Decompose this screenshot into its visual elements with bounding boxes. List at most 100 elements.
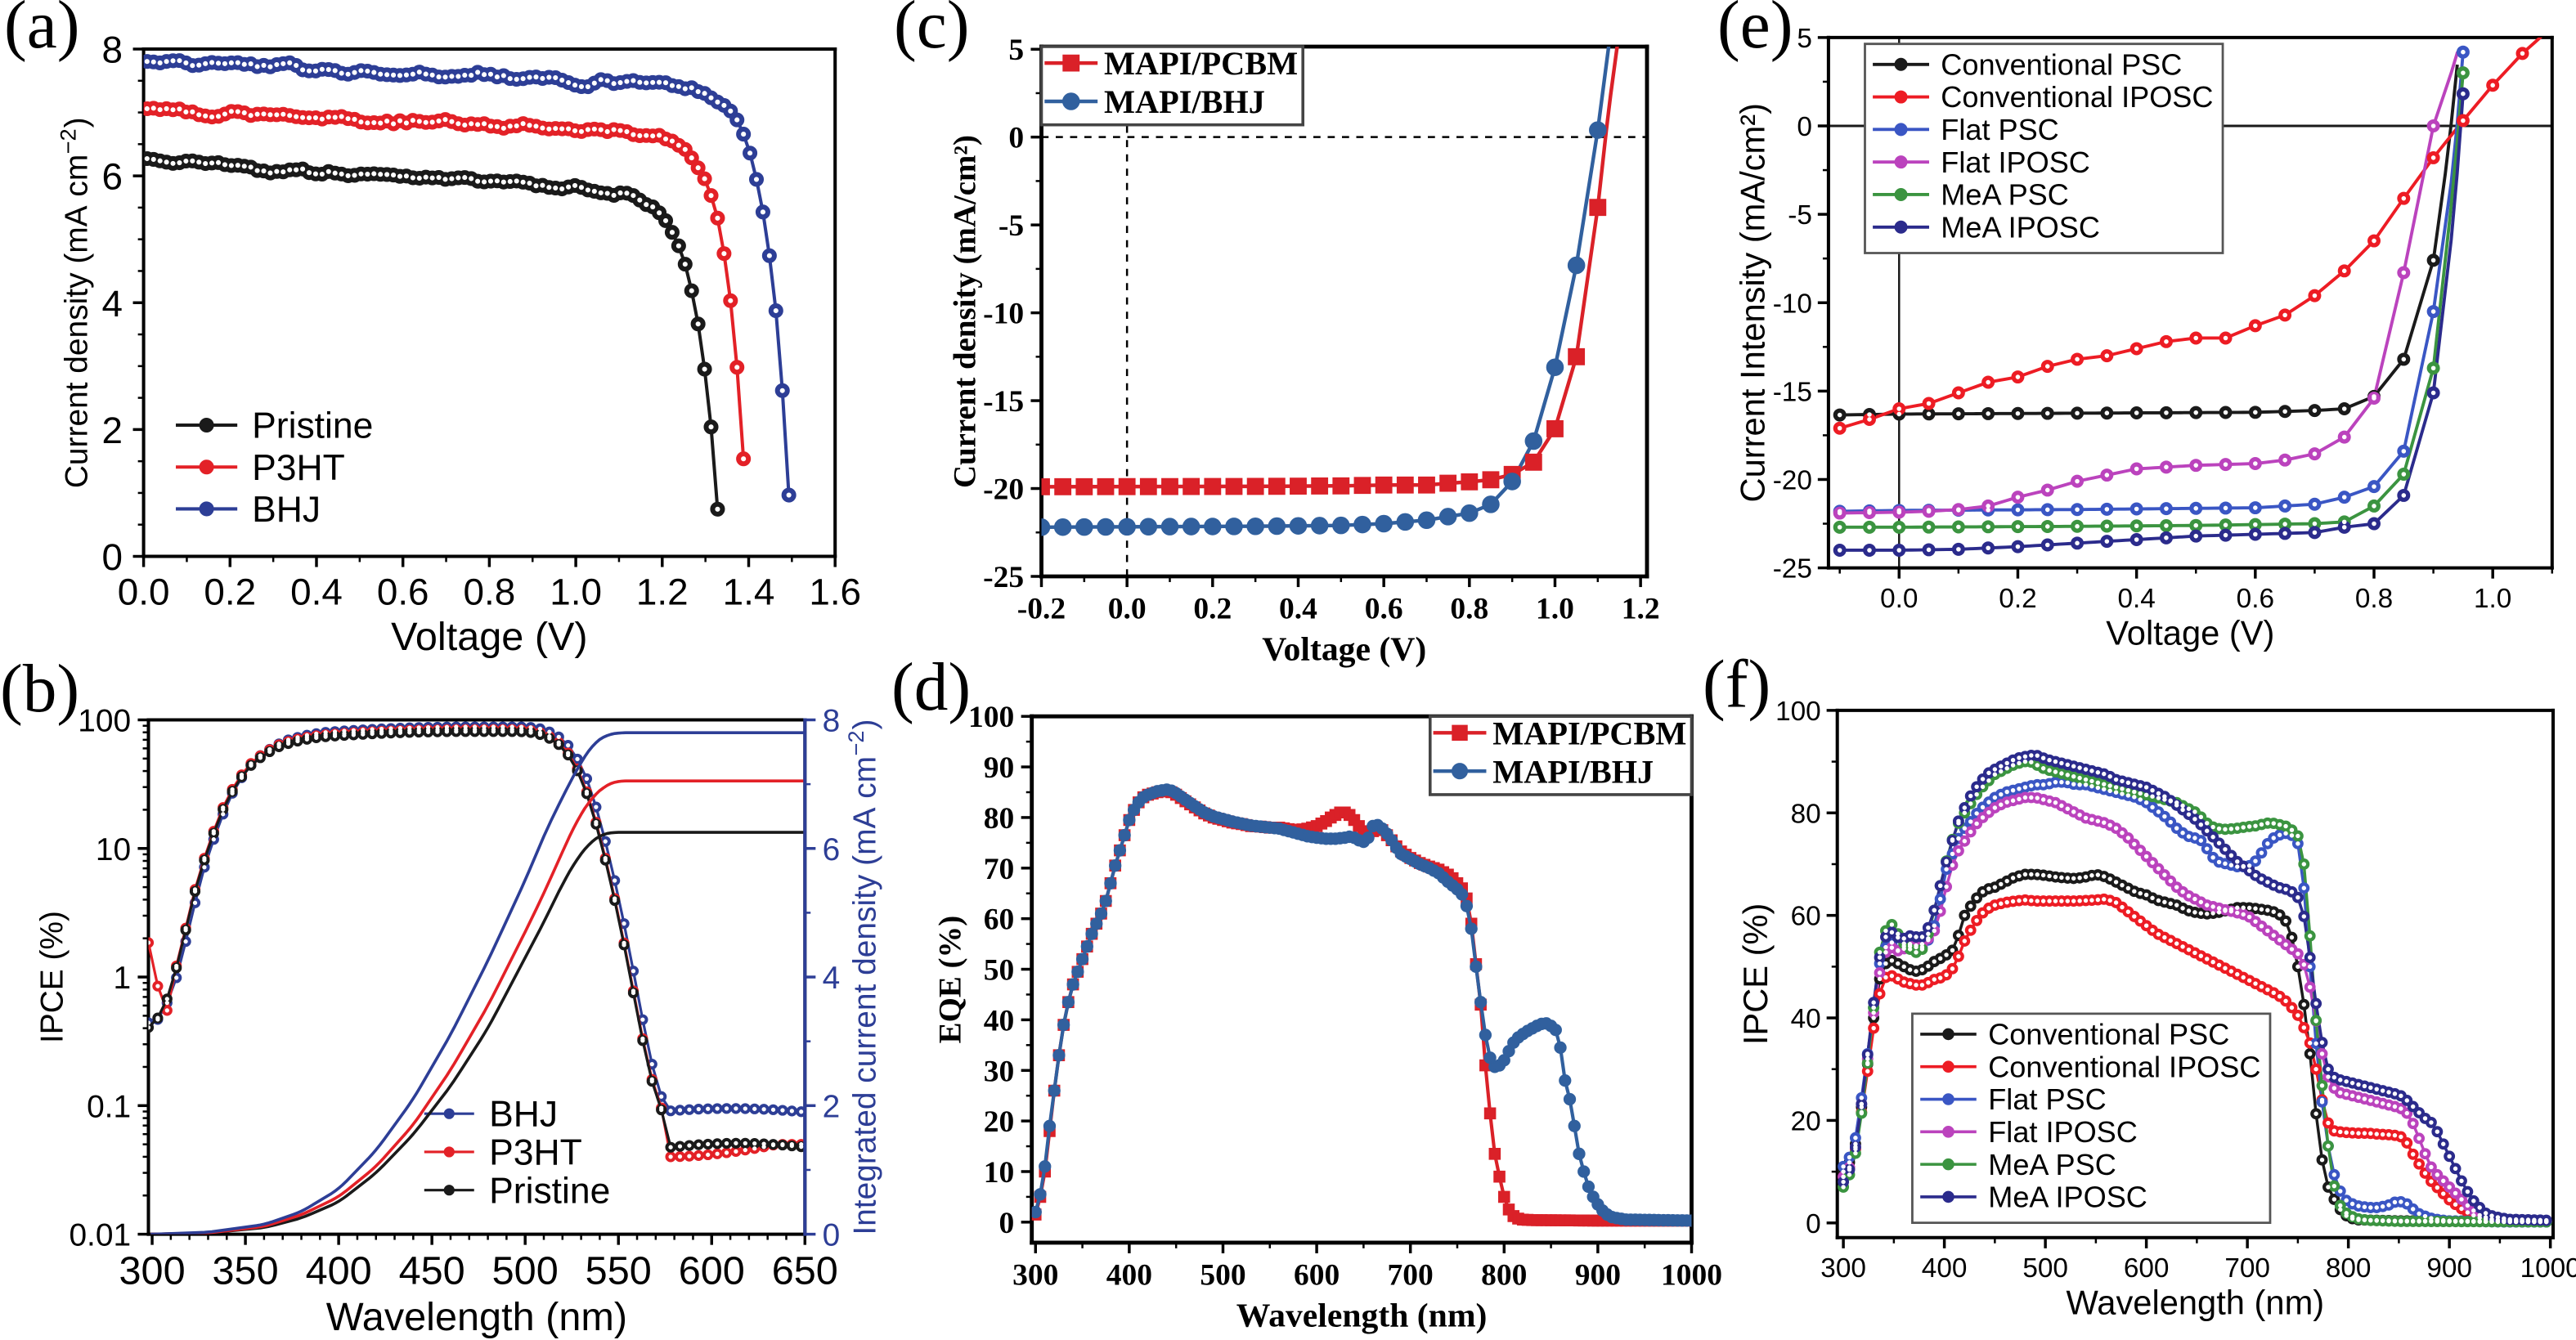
svg-text:MeA PSC: MeA PSC <box>1988 1148 2116 1181</box>
svg-text:(d): (d) <box>891 650 971 725</box>
svg-text:4: 4 <box>102 283 123 325</box>
svg-text:0.2: 0.2 <box>1999 584 2036 614</box>
svg-text:1.4: 1.4 <box>723 571 775 612</box>
svg-text:Voltage (V): Voltage (V) <box>391 615 587 659</box>
svg-text:0.0: 0.0 <box>1108 593 1147 626</box>
svg-text:(c): (c) <box>894 0 969 63</box>
svg-text:40: 40 <box>1791 1004 1821 1034</box>
svg-text:6: 6 <box>823 832 841 867</box>
svg-text:1.0: 1.0 <box>2474 584 2511 614</box>
svg-text:Conventional IPOSC: Conventional IPOSC <box>1988 1050 2260 1083</box>
svg-text:C u r r: C u r r e n t d e n s i t y ( m A c m ) <box>55 113 94 488</box>
svg-text:550: 550 <box>586 1248 652 1293</box>
svg-text:-25: -25 <box>983 561 1024 594</box>
svg-text:500: 500 <box>2022 1253 2068 1284</box>
svg-text:60: 60 <box>984 903 1015 937</box>
svg-text:0.1: 0.1 <box>87 1089 131 1124</box>
svg-text:700: 700 <box>2224 1253 2270 1284</box>
svg-text:700: 700 <box>1388 1258 1434 1292</box>
svg-text:0.8: 0.8 <box>464 571 516 612</box>
svg-text:20: 20 <box>1791 1107 1821 1137</box>
svg-text:0.01: 0.01 <box>69 1218 131 1253</box>
svg-text:BHJ: BHJ <box>252 490 321 530</box>
svg-text:600: 600 <box>679 1248 745 1293</box>
svg-text:(f): (f) <box>1703 648 1770 723</box>
svg-text:Pristine: Pristine <box>489 1171 610 1211</box>
svg-text:0: 0 <box>1797 112 1812 142</box>
svg-text:1000: 1000 <box>2520 1253 2576 1284</box>
svg-text:650: 650 <box>772 1248 838 1293</box>
svg-text:-20: -20 <box>983 473 1024 507</box>
svg-text:1.2: 1.2 <box>636 571 689 612</box>
svg-text:0: 0 <box>999 1207 1015 1240</box>
svg-text:MAPI/BHJ: MAPI/BHJ <box>1104 83 1265 120</box>
svg-text:P3HT: P3HT <box>489 1133 582 1173</box>
svg-text:Conventional PSC: Conventional PSC <box>1988 1018 2229 1051</box>
svg-text:2: 2 <box>823 1089 841 1124</box>
svg-text:P3HT: P3HT <box>252 448 345 488</box>
svg-text:MeA IPOSC: MeA IPOSC <box>1988 1181 2147 1214</box>
svg-text:4: 4 <box>823 961 841 996</box>
svg-text:0: 0 <box>1806 1209 1821 1239</box>
svg-text:450: 450 <box>399 1248 465 1293</box>
svg-text:Current density (mA/cm²): Current density (mA/cm²) <box>947 135 982 488</box>
svg-text:800: 800 <box>1481 1258 1527 1292</box>
svg-text:60: 60 <box>1791 902 1821 932</box>
svg-text:-10: -10 <box>1773 289 1812 319</box>
svg-text:MAPI/PCBM: MAPI/PCBM <box>1104 45 1298 82</box>
svg-text:0.6: 0.6 <box>2237 584 2274 614</box>
svg-text:80: 80 <box>1791 799 1821 829</box>
svg-text:350: 350 <box>213 1248 279 1293</box>
svg-text:80: 80 <box>984 802 1015 836</box>
svg-text:Pristine: Pristine <box>252 406 373 446</box>
svg-text:(b): (b) <box>0 652 79 727</box>
svg-text:MAPI/PCBM: MAPI/PCBM <box>1492 715 1686 751</box>
svg-text:90: 90 <box>984 751 1015 785</box>
svg-text:8: 8 <box>102 29 123 71</box>
svg-text:0.0: 0.0 <box>1880 584 1918 614</box>
svg-text:Flat IPOSC: Flat IPOSC <box>1988 1115 2138 1149</box>
svg-text:0.8: 0.8 <box>1450 593 1488 626</box>
svg-text:400: 400 <box>306 1248 372 1293</box>
svg-text:Flat IPOSC: Flat IPOSC <box>1941 146 2090 179</box>
svg-text:5: 5 <box>1797 24 1812 54</box>
svg-text:300: 300 <box>1012 1258 1058 1292</box>
svg-text:Conventional IPOSC: Conventional IPOSC <box>1941 80 2213 114</box>
svg-text:EQE (%): EQE (%) <box>932 916 967 1044</box>
svg-text:Wavelength (nm): Wavelength (nm) <box>1236 1297 1488 1334</box>
svg-text:0: 0 <box>1008 122 1024 155</box>
svg-text:(e): (e) <box>1717 0 1793 63</box>
svg-text:5: 5 <box>1008 34 1024 67</box>
svg-text:8: 8 <box>823 704 841 739</box>
svg-text:100: 100 <box>968 701 1014 734</box>
svg-text:600: 600 <box>1294 1258 1340 1292</box>
svg-text:1.0: 1.0 <box>1536 593 1574 626</box>
svg-text:Voltage (V): Voltage (V) <box>2106 613 2274 652</box>
svg-text:0.2: 0.2 <box>1193 593 1232 626</box>
svg-text:0.4: 0.4 <box>2117 584 2155 614</box>
svg-text:300: 300 <box>119 1248 186 1293</box>
svg-text:0.4: 0.4 <box>1279 593 1317 626</box>
svg-text:900: 900 <box>1575 1258 1621 1292</box>
svg-text:1.2: 1.2 <box>1622 593 1660 626</box>
svg-text:1.6: 1.6 <box>809 571 861 612</box>
svg-text:900: 900 <box>2426 1253 2472 1284</box>
svg-text:MeA PSC: MeA PSC <box>1941 178 2069 212</box>
svg-text:1: 1 <box>113 961 131 996</box>
svg-text:30: 30 <box>984 1055 1015 1088</box>
svg-text:300: 300 <box>1820 1253 1866 1284</box>
svg-text:0.4: 0.4 <box>290 571 343 612</box>
svg-text:MeA IPOSC: MeA IPOSC <box>1941 210 2100 244</box>
svg-text:I n t e: I n t e g r a t e d c u r r e n t d e n … <box>843 715 882 1235</box>
svg-text:1.0: 1.0 <box>550 571 602 612</box>
svg-text:BHJ: BHJ <box>489 1095 558 1135</box>
svg-text:10: 10 <box>96 832 131 867</box>
svg-text:0.0: 0.0 <box>118 571 170 612</box>
svg-text:0: 0 <box>102 536 123 578</box>
svg-text:400: 400 <box>1922 1253 1968 1284</box>
svg-text:2: 2 <box>102 410 123 451</box>
svg-text:0.2: 0.2 <box>204 571 256 612</box>
svg-text:IPCE (%): IPCE (%) <box>34 911 70 1043</box>
svg-text:100: 100 <box>78 704 131 739</box>
svg-text:Wavelength (nm): Wavelength (nm) <box>326 1295 627 1339</box>
